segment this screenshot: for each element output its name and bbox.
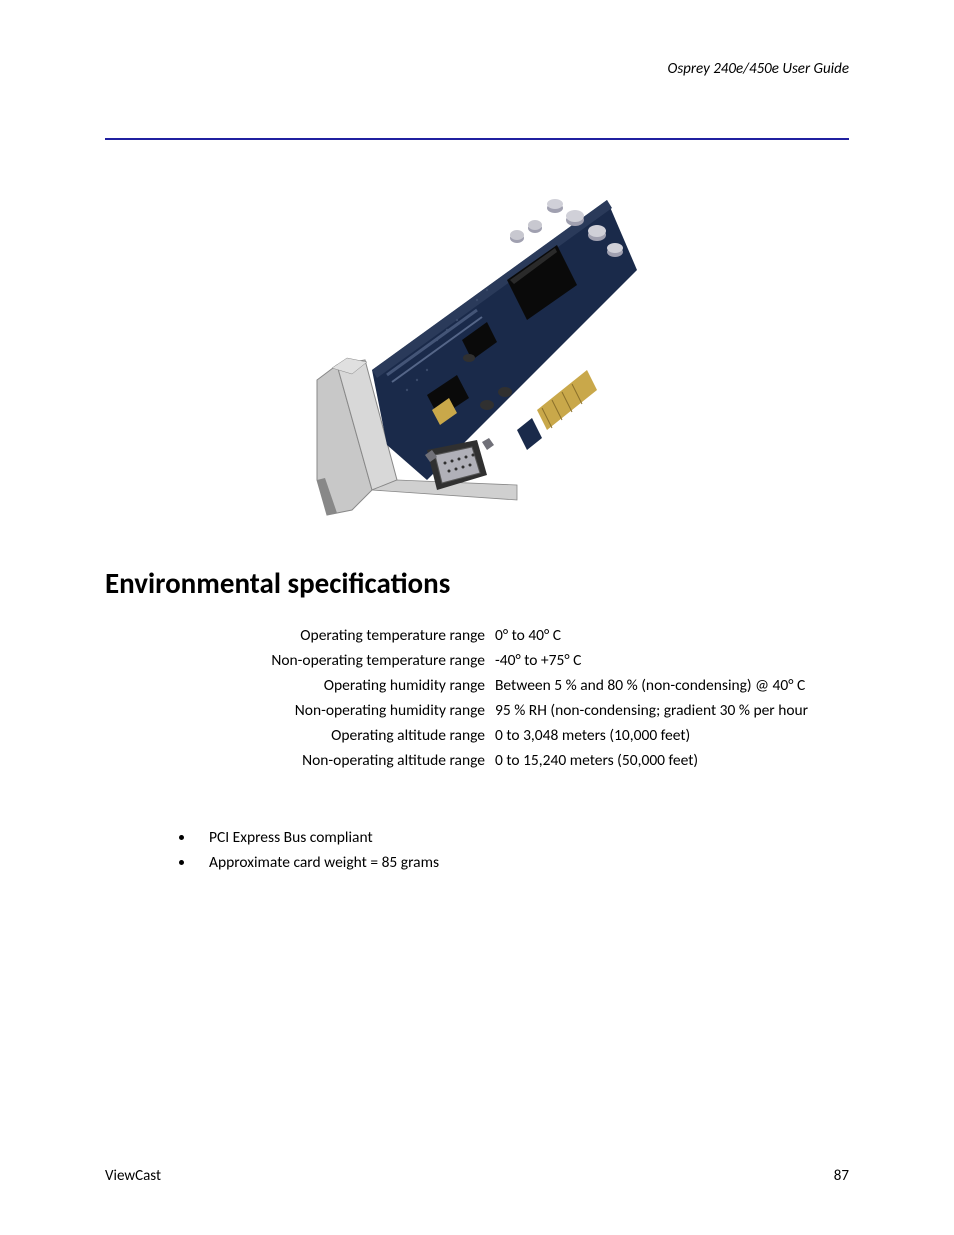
table-row: Non-operating humidity range 95 % RH (no… xyxy=(135,698,814,723)
list-item: Approximate card weight = 85 grams xyxy=(195,853,849,872)
spec-value: 95 % RH (non-condensing; gradient 30 % p… xyxy=(495,698,814,723)
spec-value: 0 to 15,240 meters (50,000 feet) xyxy=(495,748,814,773)
spec-label: Non-operating altitude range xyxy=(135,748,495,773)
bullet-list: PCI Express Bus compliant Approximate ca… xyxy=(195,828,849,872)
doc-title: Osprey 240e/450e User Guide xyxy=(668,60,849,78)
page-header: Osprey 240e/450e User Guide xyxy=(105,60,849,78)
spec-label: Operating temperature range xyxy=(135,623,495,648)
footer-page-number: 87 xyxy=(834,1167,849,1185)
spec-value: -40° to +75° C xyxy=(495,648,814,673)
page-footer: ViewCast 87 xyxy=(105,1167,849,1185)
spec-value: 0 to 3,048 meters (10,000 feet) xyxy=(495,723,814,748)
spec-table-body: Operating temperature range 0° to 40° C … xyxy=(135,623,814,773)
table-row: Operating temperature range 0° to 40° C xyxy=(135,623,814,648)
table-row: Operating humidity range Between 5 % and… xyxy=(135,673,814,698)
horizontal-rule xyxy=(105,138,849,140)
spec-value: 0° to 40° C xyxy=(495,623,814,648)
spec-label: Non-operating humidity range xyxy=(135,698,495,723)
spec-table: Operating temperature range 0° to 40° C … xyxy=(135,623,814,773)
table-row: Operating altitude range 0 to 3,048 mete… xyxy=(135,723,814,748)
spec-value: Between 5 % and 80 % (non-condensing) @ … xyxy=(495,673,814,698)
product-image xyxy=(277,180,677,520)
list-item: PCI Express Bus compliant xyxy=(195,828,849,847)
footer-left: ViewCast xyxy=(105,1167,161,1185)
spec-label: Operating humidity range xyxy=(135,673,495,698)
spec-label: Non-operating temperature range xyxy=(135,648,495,673)
spec-label: Operating altitude range xyxy=(135,723,495,748)
table-row: Non-operating altitude range 0 to 15,240… xyxy=(135,748,814,773)
table-row: Non-operating temperature range -40° to … xyxy=(135,648,814,673)
section-title: Environmental specifications xyxy=(105,565,849,601)
